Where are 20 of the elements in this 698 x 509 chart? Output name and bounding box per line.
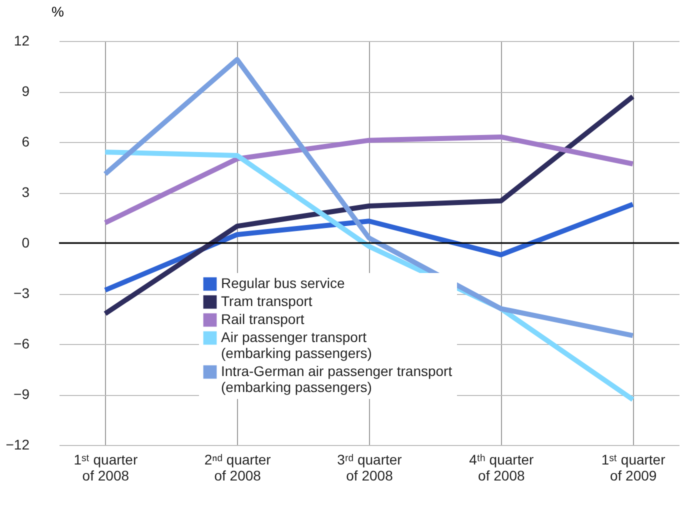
x-tick-label: 1ˢᵗ quarter of 2009 [601,452,666,484]
y-tick-label: 0 [22,234,30,250]
y-tick-label: 6 [22,134,30,150]
y-tick-label: −12 [6,436,30,452]
legend-label: Regular bus service [221,275,345,291]
x-tick-label: 2ⁿᵈ quarter of 2008 [204,452,272,484]
legend-label: Air passenger transport (embarking passengers) [221,329,372,361]
legend-label: Tram transport [221,293,312,309]
x-tick-label: 3ʳᵈ quarter of 2008 [337,452,402,484]
legend-label: Intra-German air passenger transport (embarking passengers) [221,363,452,395]
legend-label: Rail transport [221,311,304,327]
x-tick-label: 1ˢᵗ quarter of 2008 [74,452,138,484]
y-axis-title: % [52,4,64,20]
x-tick-label: 4ᵗʰ quarter of 2008 [469,452,534,484]
y-tick-label: −6 [14,336,30,352]
y-tick-label: −9 [14,386,30,402]
y-tick-label: 12 [14,32,30,48]
y-tick-label: −3 [14,285,30,301]
y-tick-label: 3 [22,184,30,200]
y-tick-label: 9 [22,83,30,99]
